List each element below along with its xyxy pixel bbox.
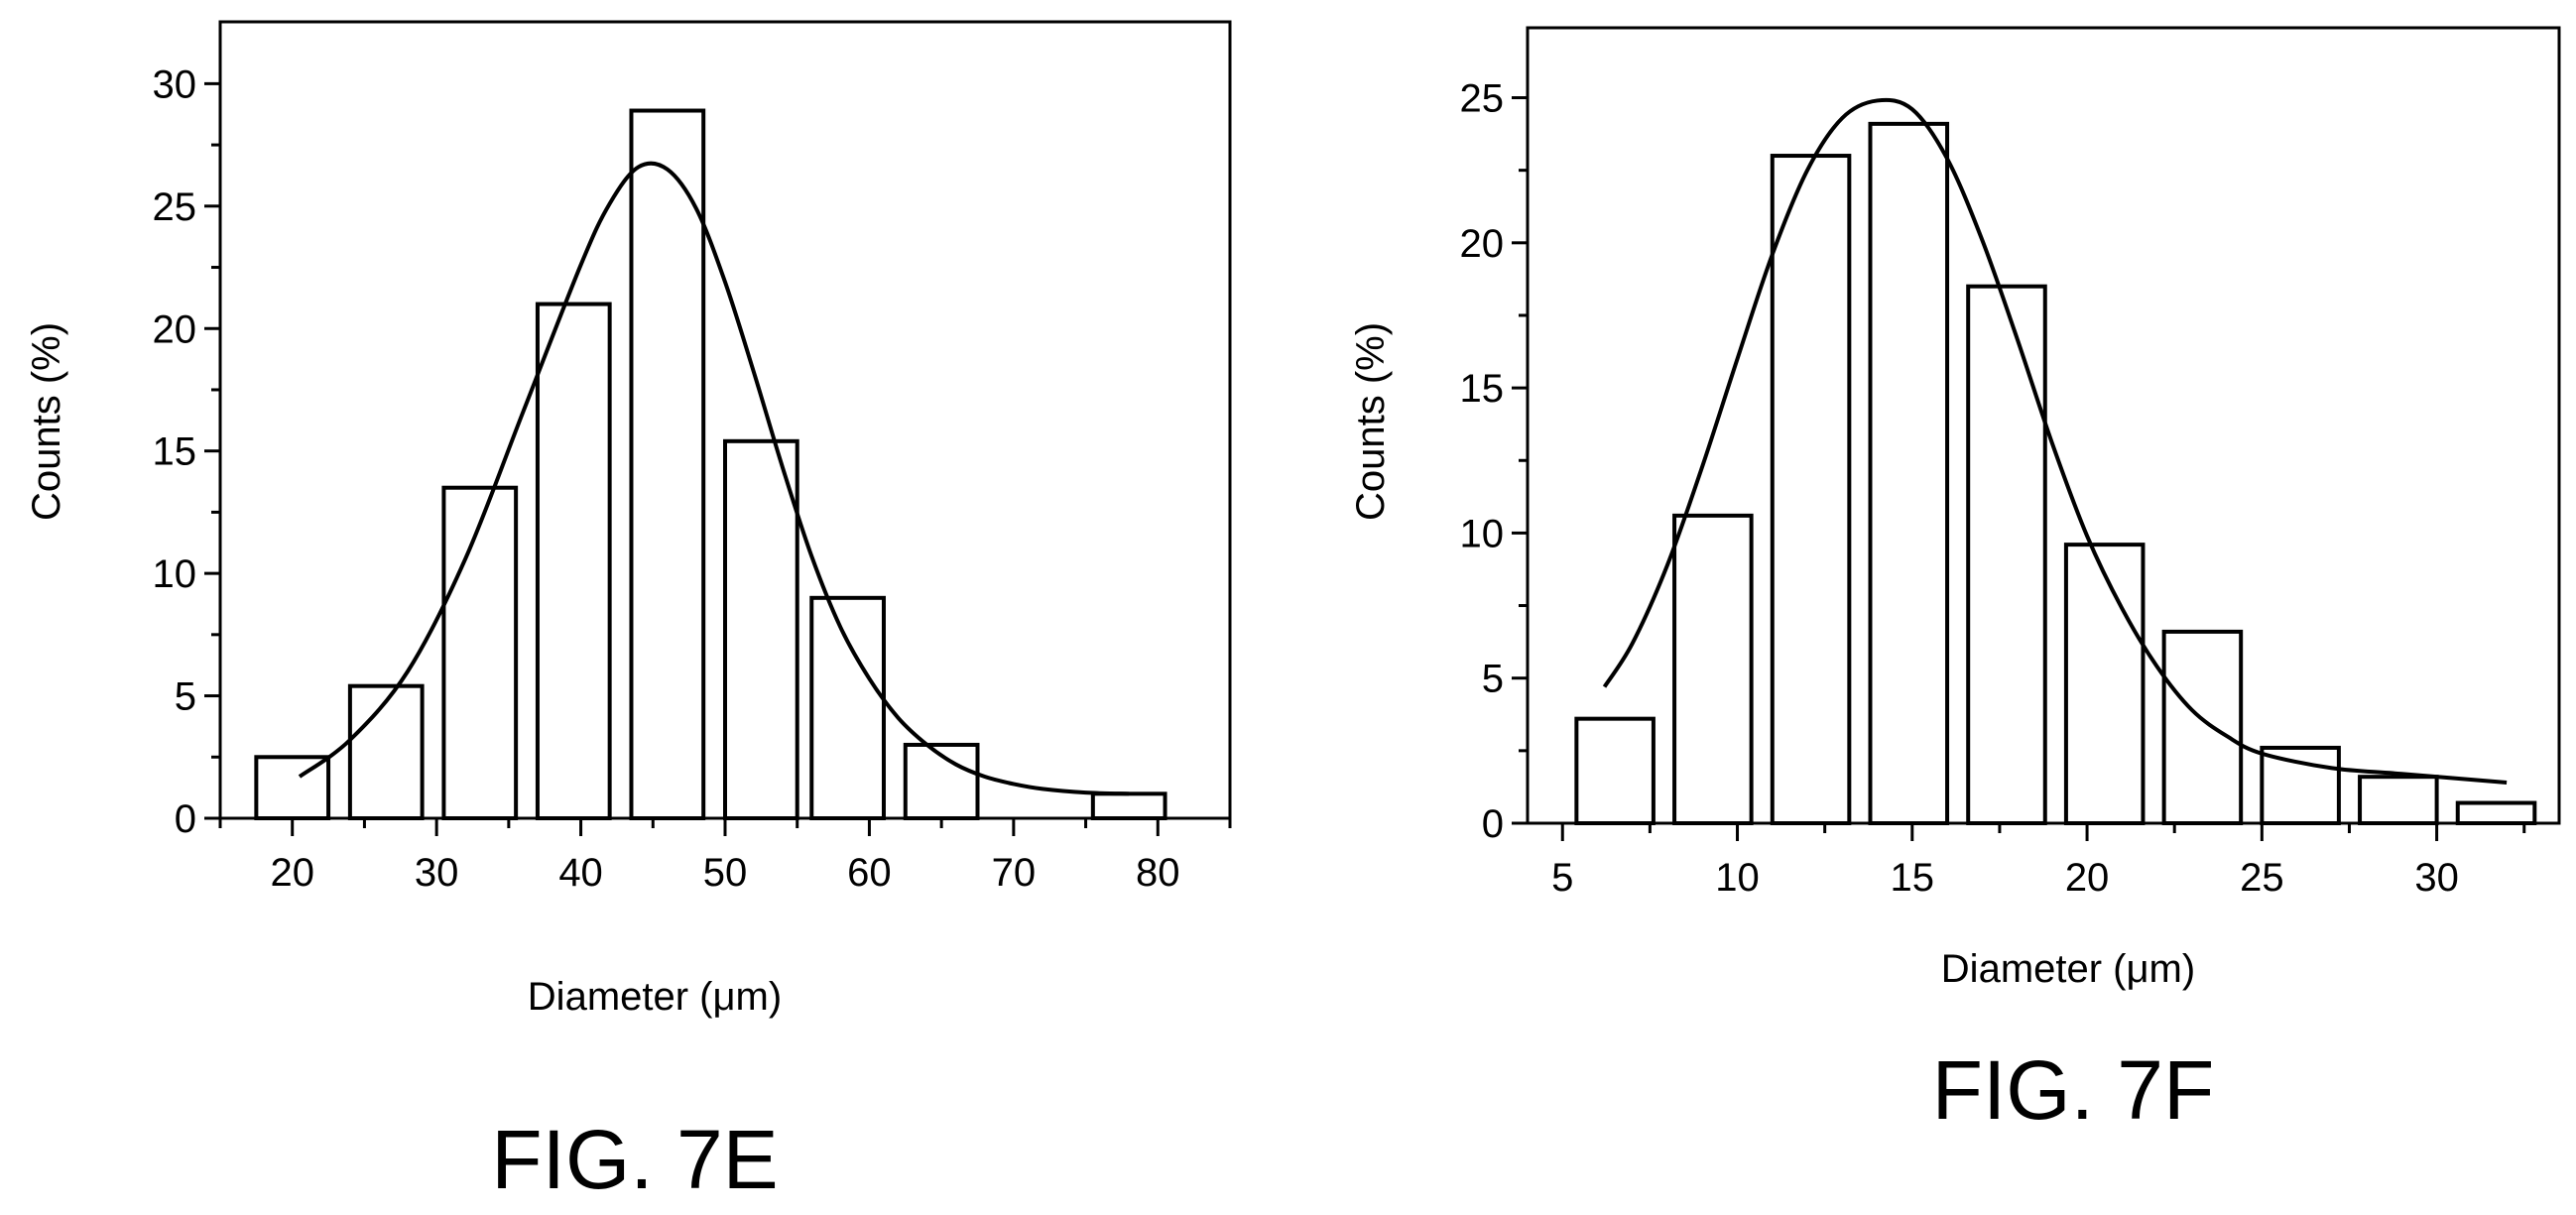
y-tick-label: 5 [1482,658,1504,701]
histogram-bar [1090,791,1167,820]
histogram-bar [535,302,612,820]
histogram-bar [2161,629,2244,826]
x-tick-label: 10 [1715,856,1760,900]
x-tick-label: 50 [703,851,748,895]
chart-7e-x-tick-labels: 20 30 40 50 60 70 80 [270,851,1179,895]
x-tick-label: 25 [2240,856,2284,900]
chart-7f-y-axis-label: Counts (%) [1349,322,1393,521]
histogram-bar [2455,800,2537,825]
chart-7e-y-axis-label: Counts (%) [25,322,68,521]
x-tick-label: 5 [1551,856,1573,900]
chart-7f-y-tick-labels: 0 5 10 15 20 25 [1460,77,1505,846]
y-tick-label: 20 [1460,222,1505,266]
y-tick-label: 0 [175,797,196,841]
histogram-bar [2358,775,2439,825]
histogram-bar [1574,716,1656,826]
chart-7f-bars [1574,121,2537,826]
x-tick-label: 40 [558,851,603,895]
x-tick-label: 80 [1136,851,1180,895]
x-tick-label: 20 [270,851,314,895]
y-tick-label: 10 [1460,512,1505,555]
x-tick-label: 20 [2065,856,2110,900]
chart-7e-y-tick-labels: 0 5 10 15 20 25 30 [153,62,197,841]
x-tick-label: 70 [992,851,1037,895]
histogram-bar [441,485,519,820]
y-tick-label: 20 [153,307,197,351]
chart-7e-figure-label: FIG. 7E [491,1113,778,1206]
chart-7f: 5 10 15 20 25 30 0 5 10 15 20 25 Diameter (μm) Cou… [1349,26,2561,1137]
y-tick-label: 10 [153,552,197,596]
y-tick-label: 15 [153,430,197,474]
histogram-bar [629,108,706,820]
chart-7f-fit-curve [1602,97,2508,786]
y-tick-label: 25 [1460,77,1505,121]
chart-7f-x-tick-labels: 5 10 15 20 25 30 [1551,856,2459,900]
y-tick-label: 25 [153,185,197,229]
chart-7f-ticks [1512,96,2526,841]
histogram-bar [809,595,886,820]
x-tick-label: 15 [1891,856,1935,900]
chart-7e-x-axis-label: Diameter (μm) [528,975,782,1019]
histogram-bar [723,438,799,820]
histogram-bar [2063,543,2146,825]
histogram-bar [347,683,425,820]
chart-7e: 20 30 40 50 60 70 80 0 5 10 15 20 25 30 Diameter (μm… [25,20,1232,1206]
chart-7f-x-axis-label: Diameter (μm) [1941,947,2195,991]
histogram-bar [1966,284,2047,826]
y-tick-label: 5 [175,675,196,719]
chart-7e-fit-curve [298,161,1130,796]
histogram-bar [2260,745,2341,825]
y-tick-label: 0 [1482,802,1504,846]
x-tick-label: 30 [415,851,459,895]
x-tick-label: 60 [847,851,892,895]
histogram-bar [1868,121,1950,825]
x-tick-label: 30 [2414,856,2459,900]
chart-7e-bars [254,108,1167,820]
histogram-bar [1672,513,1754,826]
y-tick-label: 15 [1460,367,1505,411]
histogram-bar [1770,154,1852,825]
chart-7f-figure-label: FIG. 7F [1932,1043,2215,1137]
y-tick-label: 30 [153,62,197,106]
